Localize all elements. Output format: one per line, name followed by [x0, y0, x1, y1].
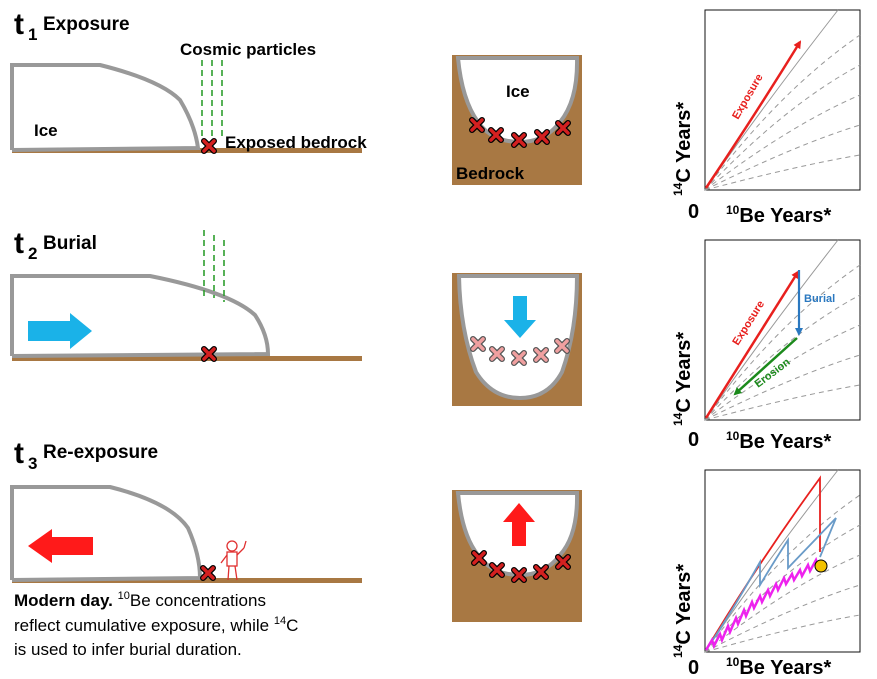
burial-isochron — [704, 124, 861, 191]
cross-section-reexposure — [452, 490, 582, 622]
burial-isochron — [704, 554, 861, 653]
exposure-arrow-label: Exposure — [730, 72, 765, 121]
steady-state-curve — [704, 239, 839, 421]
svg-text:t: t — [14, 437, 24, 470]
cross-section-burial — [452, 273, 582, 406]
burial-isochron — [704, 354, 861, 421]
plot1-origin: 0 — [688, 201, 699, 223]
single-cycle-history — [705, 475, 821, 651]
ice-sheet — [10, 63, 201, 152]
ground-line — [12, 148, 362, 153]
plot1-ylabel: 14C Years* — [671, 102, 695, 196]
cross-section-bedrock-label: Bedrock — [456, 164, 525, 183]
uplift-arrow — [503, 503, 535, 546]
plot2-origin: 0 — [688, 429, 699, 451]
burial-side-view — [10, 230, 362, 361]
sample-point — [814, 559, 828, 573]
cross-section-ice-label: Ice — [506, 82, 530, 101]
plot2-ylabel: 14C Years* — [671, 332, 695, 426]
plot3-xlabel: 10Be Years* — [726, 655, 832, 679]
reexposure-side-view — [10, 485, 362, 583]
caption-line-3: is used to infer burial duration. — [14, 640, 242, 659]
ice-sheet — [10, 485, 203, 582]
frequent-cycle-history — [704, 556, 823, 651]
burial-isochron — [704, 154, 861, 191]
svg-text:t: t — [14, 8, 24, 41]
sample-marker — [204, 349, 214, 359]
stage-2-subscript: 2 — [28, 244, 37, 263]
stage-3-title: Re-exposure — [43, 442, 158, 463]
person-icon — [220, 540, 247, 581]
ice-sheet — [10, 274, 271, 358]
cosmic-particles-label: Cosmic particles — [180, 40, 316, 59]
ice-label: Ice — [34, 121, 58, 140]
plot3-origin: 0 — [688, 657, 699, 679]
stage-label-3: t 3 Re-exposure — [14, 437, 158, 473]
burial-isochron — [704, 524, 861, 653]
burial-arrow-label: Burial — [804, 293, 835, 305]
cross-section-exposure: Ice Bedrock — [452, 55, 582, 185]
plot-frame — [704, 239, 861, 421]
exposure-side-view: Cosmic particles Ice Exposed bedrock — [10, 40, 367, 153]
multi-cycle-history — [705, 517, 837, 651]
sample-marker — [204, 141, 214, 151]
burial-isochron — [704, 384, 861, 421]
plot-frame — [704, 469, 861, 653]
exposed-bedrock-label: Exposed bedrock — [225, 133, 367, 152]
exposure-path — [704, 40, 802, 189]
plot-exposure: Exposure 14C Years* 0 10Be Years* — [671, 9, 861, 227]
stage-label-2: t 2 Burial — [14, 227, 97, 263]
sample-marker — [203, 568, 213, 578]
plot1-xlabel: 10Be Years* — [726, 203, 832, 227]
burial-isochron — [704, 64, 861, 191]
burial-isochron — [704, 584, 861, 653]
burial-isochron — [704, 34, 861, 191]
exposure-path — [704, 270, 800, 419]
burial-isochron — [704, 264, 861, 421]
stage-label-1: t 1 Exposure — [14, 8, 130, 44]
ice-retreat-arrow — [28, 529, 93, 563]
ice-flow-arrow — [28, 313, 92, 349]
plot-frame — [704, 9, 861, 191]
ground-line — [12, 578, 362, 583]
plot-history: 14C Years* 0 10Be Years* — [671, 469, 861, 679]
plot3-ylabel: 14C Years* — [671, 564, 695, 658]
burial-isochron — [704, 494, 861, 653]
ice-load-arrow — [504, 296, 536, 338]
caption-line-1: Modern day. 10Be concentrations — [14, 590, 266, 610]
burial-isochron — [704, 614, 861, 653]
burial-isochron — [704, 324, 861, 421]
stage-1-subscript: 1 — [28, 25, 37, 44]
caption-line-2: reflect cumulative exposure, while 14C — [14, 615, 298, 635]
stage-2-title: Burial — [43, 233, 97, 254]
svg-text:t: t — [14, 227, 24, 260]
erosion-path — [733, 337, 798, 396]
plot2-xlabel: 10Be Years* — [726, 429, 832, 453]
ground-line — [12, 356, 362, 361]
stage-1-title: Exposure — [43, 14, 130, 35]
burial-isochron — [704, 94, 861, 191]
plot-burial: Exposure Burial Erosion 14C Years* 0 10B… — [671, 239, 861, 453]
burial-isochron — [704, 294, 861, 421]
stage-3-subscript: 3 — [28, 454, 37, 473]
ice-fill — [456, 274, 580, 401]
steady-state-curve — [704, 9, 839, 191]
